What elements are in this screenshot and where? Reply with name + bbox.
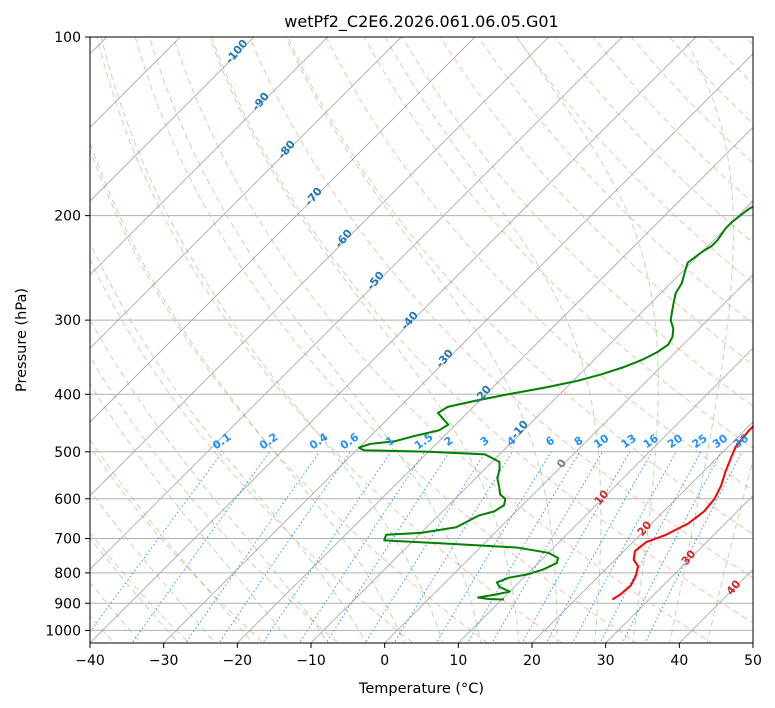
isotherm (90, 37, 329, 276)
dry-adiabat (90, 531, 190, 643)
isotherm (90, 37, 182, 129)
isotherm (90, 37, 255, 202)
isotherm (90, 37, 550, 497)
y-tick-label: 700 (54, 532, 81, 548)
isotherm (90, 37, 476, 423)
mixing-ratio-line (491, 451, 603, 643)
moist-adiabat (669, 37, 734, 643)
y-tick-label: 500 (54, 445, 81, 461)
moist-adiabat (90, 318, 329, 643)
mixing-ratio-line (364, 451, 487, 643)
mixing-ratio-line (572, 451, 677, 643)
dry-adiabat (401, 37, 753, 407)
moist-adiabat (285, 37, 558, 643)
x-tick-label: −40 (75, 653, 105, 669)
dry-adiabat (90, 445, 265, 643)
mixing-ratio-line (325, 451, 450, 643)
x-axis-title: Temperature (°C) (358, 681, 484, 697)
isotherm (604, 494, 753, 643)
isotherm (90, 37, 403, 350)
mixing-ratio-line (262, 451, 392, 643)
mixing-ratio-line (435, 451, 552, 643)
moist-adiabat (149, 37, 482, 643)
dry-adiabat (516, 37, 753, 284)
dry-adiabat (90, 355, 339, 643)
y-tick-label: 400 (54, 387, 81, 403)
dry-adiabat (325, 37, 753, 492)
temperature-line (611, 425, 753, 601)
axes: −40 −30 −20 −10 0 10 20 30 40 50 100 200 300 400 500 60… (45, 30, 762, 669)
y-tick-label: 600 (54, 492, 81, 508)
isotherm (162, 52, 753, 643)
x-tick-label: 40 (670, 653, 688, 669)
isotherm (457, 347, 753, 643)
isotherm (90, 37, 697, 643)
isotherm (236, 126, 753, 643)
x-tick-label: −10 (296, 653, 326, 669)
dry-adiabat (363, 37, 753, 449)
mixing-ratio-line (545, 451, 653, 643)
isotherm (531, 421, 753, 643)
chart-title: wetPf2_C2E6.2026.061.06.05.G01 (284, 12, 558, 32)
dry-adiabat (210, 37, 753, 624)
dry-adiabat (134, 37, 638, 643)
moist-adiabat (384, 37, 602, 643)
dry-adiabat (249, 37, 753, 579)
x-tick-label: 30 (597, 653, 615, 669)
x-tick-label: −20 (223, 653, 253, 669)
y-tick-label: 1000 (45, 623, 81, 639)
y-tick-label: 200 (54, 209, 81, 225)
y-axis-title: Pressure (hPa) (14, 288, 30, 392)
x-tick-label: 20 (523, 653, 541, 669)
y-tick-label: 800 (54, 566, 81, 582)
y-tick-label: 300 (54, 313, 81, 329)
x-tick-label: 0 (380, 653, 389, 669)
isotherm (383, 273, 753, 643)
y-tick-label: 100 (54, 30, 81, 46)
x-tick-label: 50 (744, 653, 762, 669)
plot-frame (89, 36, 754, 644)
mixing-ratio-line (466, 451, 581, 643)
x-tick-label: 10 (449, 653, 467, 669)
isotherm (90, 37, 624, 571)
mixing-ratio-line (218, 451, 351, 643)
x-tick-label: −30 (149, 653, 179, 669)
sounding-series (358, 205, 753, 601)
mixing-ratio-line (393, 451, 513, 643)
mixing-ratio-line (298, 451, 426, 643)
y-tick-label: 900 (54, 596, 81, 612)
dewpoint-line (358, 205, 753, 601)
isotherm (310, 200, 753, 643)
mixing-ratio-line (131, 451, 271, 643)
dry-adiabat (90, 258, 414, 643)
moist-adiabat (516, 37, 659, 643)
background-lines (90, 37, 753, 643)
dry-adiabat (96, 37, 564, 643)
dry-adiabat (172, 37, 713, 643)
dry-adiabat (90, 148, 489, 643)
